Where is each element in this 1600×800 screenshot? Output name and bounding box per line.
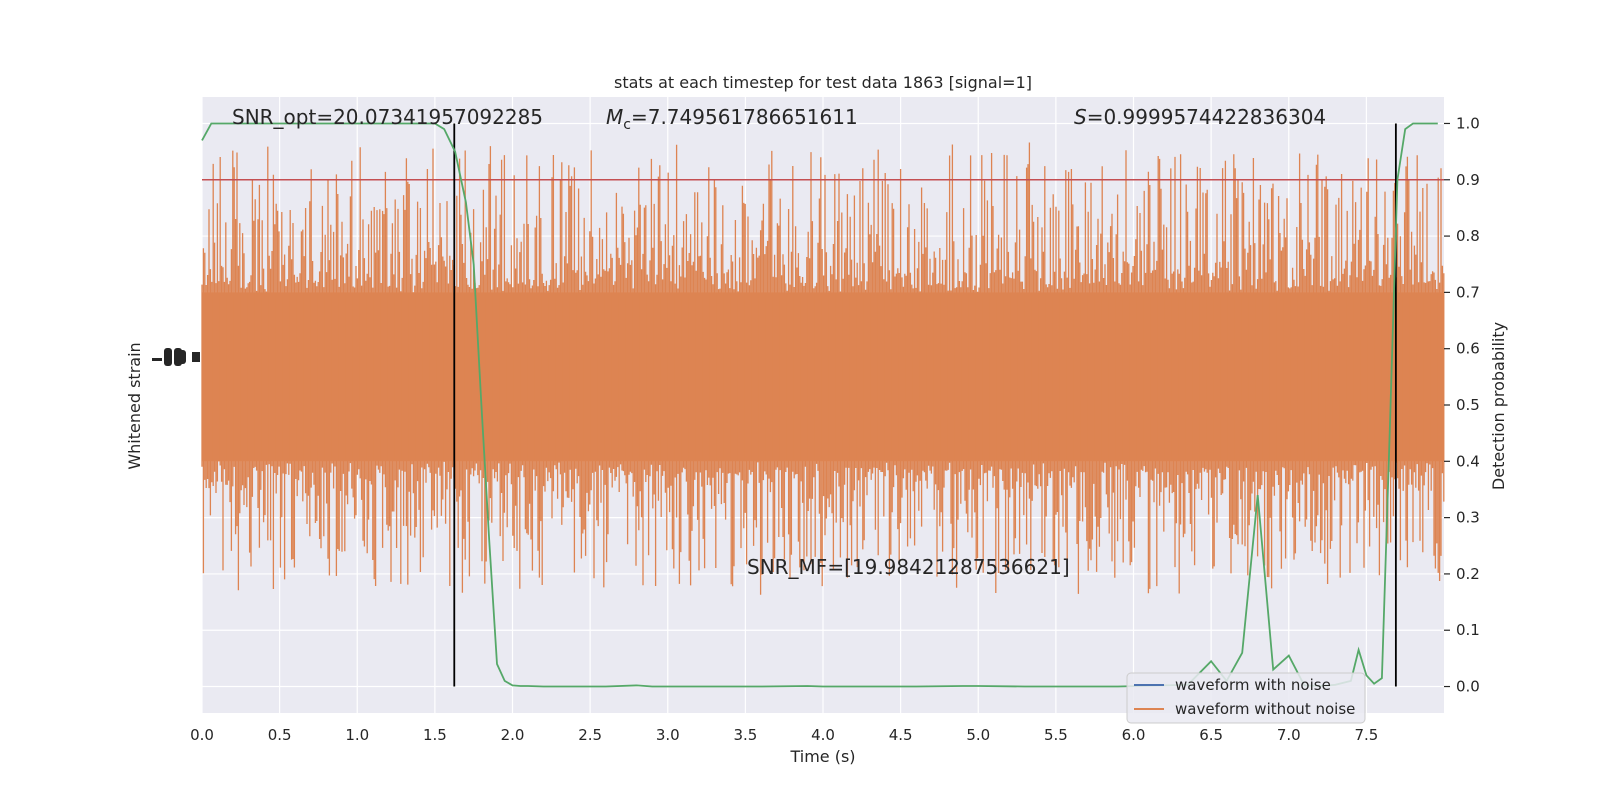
chart-title: stats at each timestep for test data 186… [614,73,1032,92]
x-tick-label: 1.5 [423,726,447,744]
x-tick-label: 0.5 [268,726,292,744]
legend-box [1126,672,1366,724]
snr-opt-annotation: SNR_opt=20.07341957092285 [232,105,543,129]
x-tick-label: 5.5 [1044,726,1068,744]
x-tick-label: 3.5 [733,726,757,744]
x-tick-label: 4.5 [889,726,913,744]
x-tick-label: 6.5 [1199,726,1223,744]
left-y-axis-label: Whitened strain [125,342,144,469]
x-tick-label: 5.0 [966,726,990,744]
legend-label-waveform-with-noise: waveform with noise [1175,676,1331,694]
x-tick-label: 2.5 [578,726,602,744]
x-tick-labels: 0.0 0.5 1.0 1.5 2.0 2.5 3.0 3.5 4.0 4.5 5.0 5.5 6.0 6… [190,726,1378,744]
x-tick-label: 6.0 [1122,726,1146,744]
y-tick-label: 0.8 [1456,227,1480,245]
waveform-without-noise-trace [201,142,1445,595]
left-axis-overlapping-ticks [152,348,200,366]
y-tick-label: 0.3 [1456,509,1480,527]
significance-annotation: S=0.9999574422836304 [1074,105,1326,129]
right-y-tick-labels: 0.0 0.1 0.2 0.3 0.4 0.5 0.6 0.7 0.8 0.9 1.0 [1444,114,1480,696]
snr-mf-annotation: SNR_MF=[19.98421287536621] [747,555,1070,579]
y-tick-label: 0.4 [1456,452,1480,470]
x-axis-label: Time (s) [789,747,855,766]
x-tick-label: 3.0 [656,726,680,744]
y-tick-label: 0.2 [1456,565,1480,583]
y-tick-label: 0.5 [1456,396,1480,414]
x-tick-label: 1.0 [345,726,369,744]
y-tick-label: 0.7 [1456,283,1480,301]
x-tick-label: 0.0 [190,726,214,744]
x-tick-label: 2.0 [501,726,525,744]
legend: waveform with noise waveform without noi… [1126,672,1366,724]
noise-band-spikes [201,142,1445,595]
y-tick-label: 1.0 [1456,114,1480,132]
legend-label-waveform-without-noise: waveform without noise [1175,700,1355,718]
right-y-axis-label: Detection probability [1489,322,1508,490]
chirp-mass-annotation: Mc=7.749561786651611 [606,105,858,133]
y-tick-label: 0.1 [1456,621,1480,639]
x-tick-label: 4.0 [811,726,835,744]
y-tick-label: 0.6 [1456,340,1480,358]
x-tick-label: 7.0 [1277,726,1301,744]
y-tick-label: 0.0 [1456,678,1480,696]
x-tick-label: 7.5 [1354,726,1378,744]
y-tick-label: 0.9 [1456,171,1480,189]
